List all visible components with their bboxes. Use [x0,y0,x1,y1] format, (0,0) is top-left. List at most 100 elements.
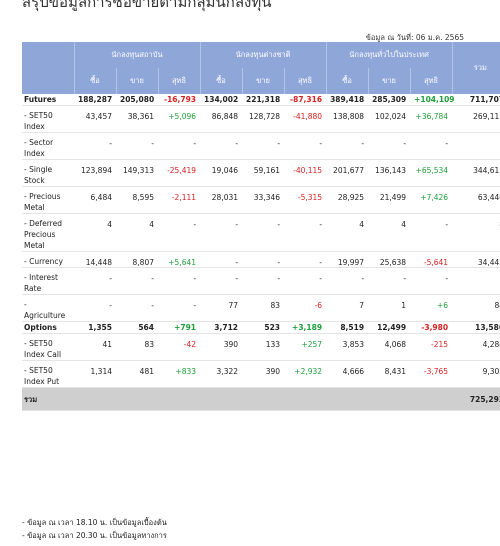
cell: - [284,132,327,160]
table-row: - SET50 Index Put 1,314 481 +833 3,322 390 +2,… [22,360,500,388]
notes: - ข้อมูล ณ เวลา 18.10 น. เป็นข้อมูลเบื้อ… [22,516,167,542]
note: - ข้อมูล ณ เวลา 20.30 น. เป็นข้อมูลทางกา… [22,531,167,540]
sub-header: ซื้อ [325,68,369,94]
table-row: - Sector Index---------- [22,132,500,160]
cell: 41 [74,333,116,361]
sub-header: ขาย [367,68,411,94]
cell: 77 [200,294,243,322]
table-wrap: นักลงทุนสถาบัน นักลงทุนต่างชาติ นักลงทุนทั… [22,42,500,411]
cell: +104,109 [410,94,455,106]
cell: - [116,294,158,322]
cell: 4,284 [452,333,500,361]
cell: 390 [200,333,243,361]
cell: 59,161 [242,159,285,187]
row-label: - Currency [22,251,74,268]
cell: - [242,132,285,160]
cell: -215 [410,333,453,361]
cell: 1,314 [74,360,116,388]
cell: -25,419 [158,159,201,187]
sub-header: ขาย [115,68,158,94]
cell: 269,113 [452,105,500,133]
cell: - [158,132,201,160]
cell: 13,586 [452,321,500,334]
cell: 134,002 [200,94,243,106]
cell: +2,932 [284,360,327,388]
cell: -2,111 [158,186,201,214]
cell: 9,302 [452,360,500,388]
cell: - [242,213,285,252]
cell: 4,666 [326,360,369,388]
cell: - [368,267,411,295]
row-label: - Single Stock [22,159,74,187]
cell: +833 [158,360,201,388]
cell: +36,784 [410,105,453,133]
data-table: นักลงทุนสถาบัน นักลงทุนต่างชาติ นักลงทุนทั… [22,42,500,411]
cell: 7 [326,294,369,322]
group-header: นักลงทุนต่างชาติ [199,42,327,68]
cell: - [452,267,500,295]
cell: 188,287 [74,94,116,106]
row-label: - SET50 Index Call [22,333,74,361]
cell: -5,641 [410,251,453,268]
table-row: - Precious Metal 6,484 8,595 -2,111 28,031 33… [22,186,500,214]
cell: 34,445 [452,251,500,268]
cell: 3,853 [326,333,369,361]
cell: -41,880 [284,105,327,133]
cell: - [410,267,453,295]
cell: +3,189 [284,321,327,334]
cell: 3,712 [200,321,243,334]
cell: 8,431 [368,360,411,388]
cell: - [74,294,116,322]
cell: 43,457 [74,105,116,133]
cell: - [284,251,327,268]
cell: 711,707 [452,94,500,106]
cell: -5,315 [284,186,327,214]
cell: - [74,267,116,295]
sub-header: ขาย [241,68,285,94]
cell: 83 [116,333,158,361]
note: - ข้อมูล ณ เวลา 18.10 น. เป็นข้อมูลเบื้อ… [22,518,167,527]
row-label: - Interest Rate [22,267,74,295]
sub-header: ซื้อ [73,68,116,94]
sub-header: สุทธิ [157,68,201,94]
cell: 221,318 [242,94,285,106]
cell: 4,068 [368,333,411,361]
row-label: - Deferred Precious Metal [22,213,74,252]
cell: - [242,267,285,295]
cell: 564 [116,321,158,334]
cell: 8 [452,213,500,252]
sub-header-row: ซื้อ ขาย สุทธิ ซื้อ ขาย สุทธิ ซื้อ ขาย สุทธิ [22,68,500,94]
cell: 19,046 [200,159,243,187]
cell: 102,024 [368,105,411,133]
cell: - [410,132,453,160]
cell: - [158,267,201,295]
cell: +791 [158,321,201,334]
cell: 481 [116,360,158,388]
cell: -42 [158,333,201,361]
corner-cell [22,42,74,94]
table-row: - Currency 14,448 8,807 +5,641- - -19,997 25,6… [22,251,500,268]
cell: +6 [410,294,453,322]
group-header-row: นักลงทุนสถาบัน นักลงทุนต่างชาติ นักลงทุนทั… [22,42,500,94]
cell: 14,448 [74,251,116,268]
cell: -3,765 [410,360,453,388]
cell: +5,641 [158,251,201,268]
sub-header: สุทธิ [409,68,453,94]
cell: 8,519 [326,321,369,334]
cell: 3,322 [200,360,243,388]
cell: - [74,132,116,160]
cell: 389,418 [326,94,369,106]
cell: 205,080 [116,94,158,106]
cell: -16,793 [158,94,201,106]
cell: - [284,213,327,252]
cell: 201,677 [326,159,369,187]
cell: - [158,213,201,252]
table-row: - SET50 Index 43,457 38,361 +5,096 86,848 128… [22,105,500,133]
row-label: Options [22,321,74,334]
cell: - [200,251,243,268]
row-label: - Agriculture [22,294,74,322]
